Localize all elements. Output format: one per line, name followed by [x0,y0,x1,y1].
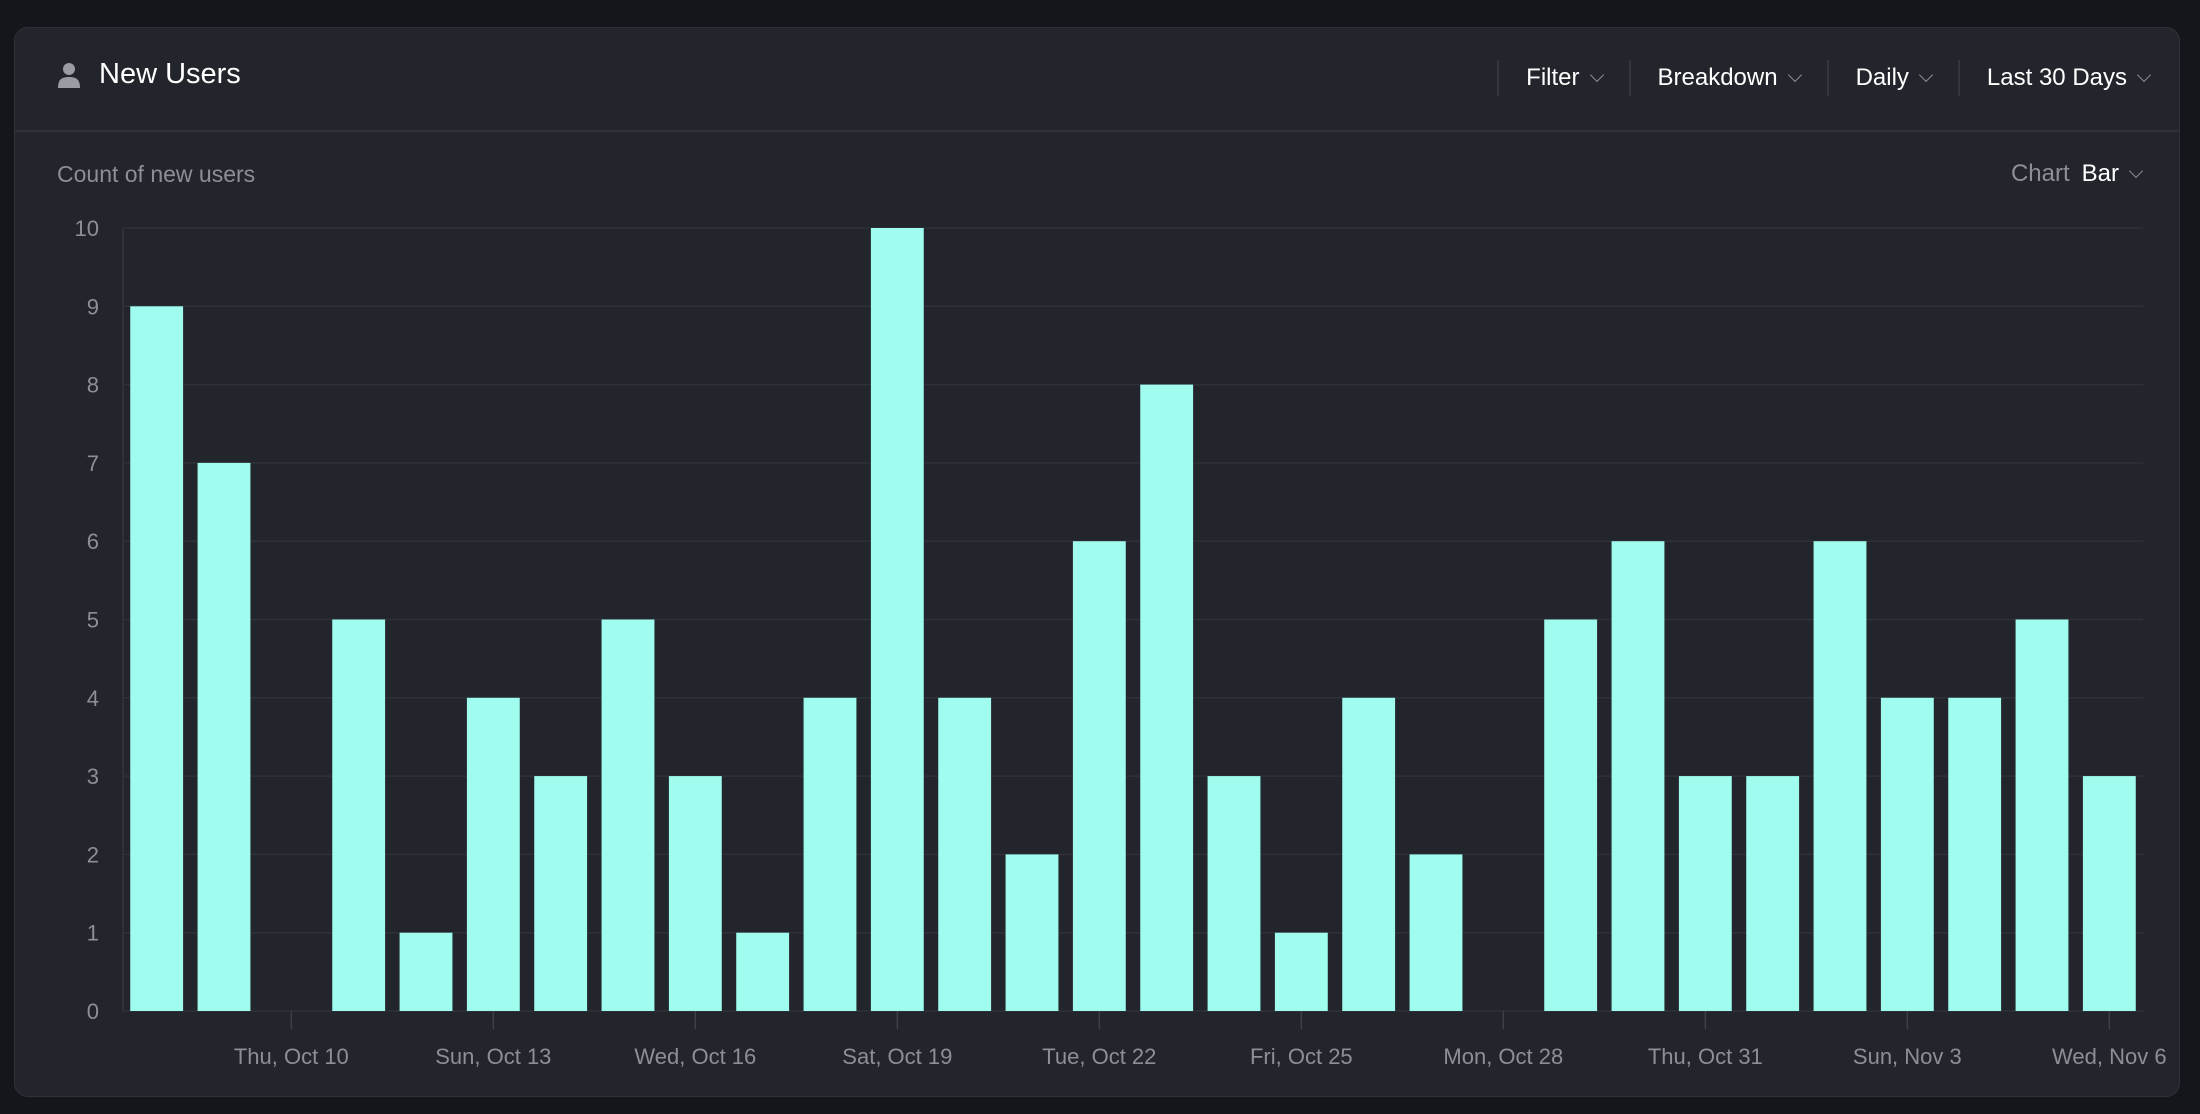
x-tick-label: Fri, Oct 25 [1250,1044,1353,1069]
y-tick-label: 7 [87,451,99,476]
y-tick-label: 9 [87,294,99,319]
bar [534,776,588,1011]
title-text: New Users [99,58,241,90]
interval-dropdown[interactable]: Daily [1826,60,1958,96]
bar [601,619,655,1011]
card-title: New Users [57,58,241,91]
y-tick-label: 2 [87,842,99,867]
x-tick-label: Sat, Oct 19 [842,1044,952,1069]
bar [130,306,184,1011]
bar [1544,619,1598,1011]
bar [1948,697,2002,1011]
y-tick-label: 5 [87,608,99,633]
bar [399,932,453,1011]
y-tick-label: 4 [87,686,99,711]
bar [1409,854,1463,1011]
x-tick-label: Mon, Oct 28 [1443,1044,1563,1069]
bar [1746,776,1800,1011]
filter-dropdown[interactable]: Filter [1497,60,1628,96]
x-tick-label: Thu, Oct 10 [234,1044,349,1069]
x-tick-label: Thu, Oct 31 [1648,1044,1763,1069]
date-range-label: Last 30 Days [1986,64,2127,91]
date-range-dropdown[interactable]: Last 30 Days [1957,60,2152,96]
y-tick-label: 6 [87,529,99,554]
bar [1005,854,1059,1011]
bar [1611,541,1665,1011]
chart-title: Count of new users [57,161,256,187]
bar [1207,776,1261,1011]
bar [1342,697,1396,1011]
bar [197,462,251,1011]
y-tick-label: 1 [87,921,99,946]
bar [2015,619,2069,1011]
bar [736,932,790,1011]
bar [1140,384,1194,1012]
bar [1678,776,1732,1011]
bar [332,619,386,1011]
breakdown-label: Breakdown [1657,64,1778,91]
chart-type-label: Chart [2010,160,2070,187]
bar [1072,541,1126,1011]
chart-type-value: Bar [2081,160,2119,187]
y-tick-label: 8 [87,373,99,398]
x-tick-label: Wed, Nov 6 [2052,1044,2167,1069]
bar-chart: 0 1 2 3 4 5 6 7 8 9 10 Thu, Oct 10 Sun, Oct 13 Wed, O… [75,216,2167,1069]
new-users-card: New Users Filter Breakdown Daily Last 30… [14,27,2180,1097]
bar [2082,776,2136,1011]
bar [1880,697,1934,1011]
y-tick-label: 0 [87,999,99,1024]
y-tick-label: 10 [75,216,99,241]
x-tick-label: Wed, Oct 16 [634,1044,756,1069]
x-tick-label: Sun, Oct 13 [435,1044,551,1069]
bar [668,776,722,1011]
y-tick-label: 3 [87,764,99,789]
bar [803,697,857,1011]
interval-label: Daily [1855,64,1909,91]
chart-type-dropdown[interactable]: Chart Bar [2010,160,2144,188]
bar [870,228,924,1011]
x-tick-label: Tue, Oct 22 [1042,1044,1156,1069]
user-icon [58,62,80,88]
filter-label: Filter [1526,64,1580,91]
x-tick-label: Sun, Nov 3 [1853,1044,1962,1069]
bar [1813,541,1867,1011]
bar [1274,932,1328,1011]
card-header: New Users Filter Breakdown Daily Last 30… [15,28,2179,132]
bar [466,697,520,1011]
breakdown-dropdown[interactable]: Breakdown [1628,60,1827,96]
bar [938,697,992,1011]
header-controls: Filter Breakdown Daily Last 30 Days [1497,60,2152,96]
